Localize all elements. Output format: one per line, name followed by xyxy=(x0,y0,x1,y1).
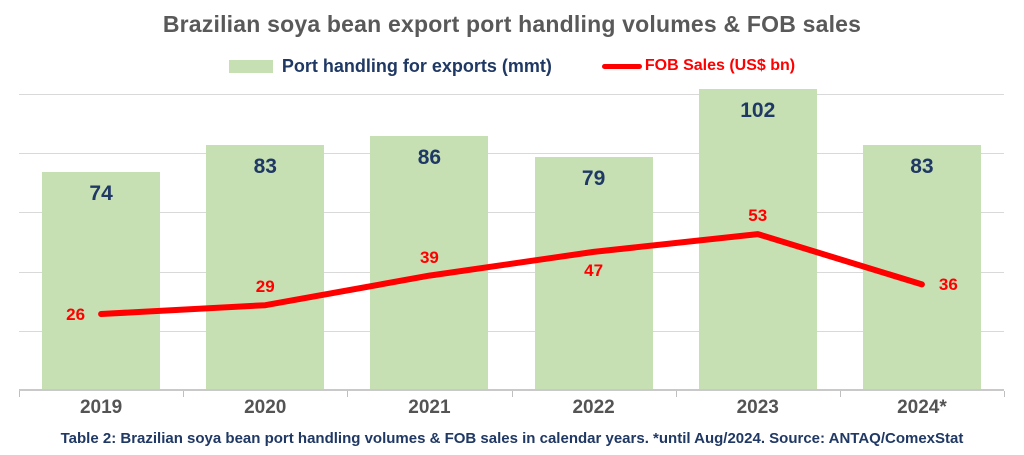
x-axis-tick xyxy=(839,391,841,397)
x-axis-label-2019: 2019 xyxy=(79,397,123,418)
gridline-100 xyxy=(19,94,1004,95)
line-legend-swatch-icon xyxy=(601,63,642,69)
caption: Table 2: Brazilian soya bean port handli… xyxy=(60,430,964,447)
x-axis-tick xyxy=(511,391,513,397)
plot-area: 74 83 86 79 102 83 26 29 39 47 53 36 xyxy=(19,80,1004,391)
gridline-60 xyxy=(19,212,1004,214)
line-value-label-2023: 53 xyxy=(748,206,768,226)
bar-2020 xyxy=(206,145,325,391)
gridline-20 xyxy=(19,330,1004,332)
x-axis-tick xyxy=(675,391,677,397)
bar-value-label-2019: 74 xyxy=(89,181,113,205)
bar-legend-label: Port handling for exports (mmt) xyxy=(281,55,552,76)
x-axis-label-2023: 2023 xyxy=(736,397,779,418)
fob-sales-polyline xyxy=(98,231,925,317)
chart-title: Brazilian soya bean export port handling… xyxy=(162,11,862,37)
x-axis-tick xyxy=(19,391,20,397)
bar-legend-swatch-icon xyxy=(228,59,273,73)
x-axis-line xyxy=(19,389,1004,391)
line-value-label-2019: 26 xyxy=(66,305,86,325)
line-value-label-2021: 39 xyxy=(419,247,439,267)
x-axis-tick xyxy=(347,391,349,397)
x-axis-label-2021: 2021 xyxy=(408,397,451,418)
line-value-label-2022: 47 xyxy=(584,260,604,280)
x-axis-tick xyxy=(183,391,185,397)
bar-value-label-2023: 102 xyxy=(740,99,776,123)
bar-value-label-2020: 83 xyxy=(253,155,277,179)
line-legend-label: FOB Sales (US$ bn) xyxy=(644,57,796,74)
bar-2024* xyxy=(862,145,981,391)
gridline-80 xyxy=(19,153,1004,155)
bar-2021 xyxy=(370,136,489,391)
fob-sales-line xyxy=(98,231,925,317)
line-value-label-2020: 29 xyxy=(255,277,275,297)
bar-2019 xyxy=(42,171,161,391)
gridline-40 xyxy=(19,271,1004,273)
x-axis-label-2020: 2020 xyxy=(244,397,287,418)
legend: Port handling for exports (mmt) FOB Sale… xyxy=(0,54,1024,78)
bar-value-label-2024*: 83 xyxy=(910,155,934,179)
x-axis-labels: 2019 2020 2021 2022 2023 2024* xyxy=(0,397,1024,419)
bar-value-label-2021: 86 xyxy=(417,146,442,170)
line-value-label-2024*: 36 xyxy=(938,275,958,295)
bar-value-label-2022: 79 xyxy=(581,167,606,191)
x-axis-label-2022: 2022 xyxy=(572,397,615,418)
x-axis-tick xyxy=(1004,391,1005,397)
x-axis-label-2024*: 2024* xyxy=(897,397,947,418)
bar-2022 xyxy=(534,157,653,391)
